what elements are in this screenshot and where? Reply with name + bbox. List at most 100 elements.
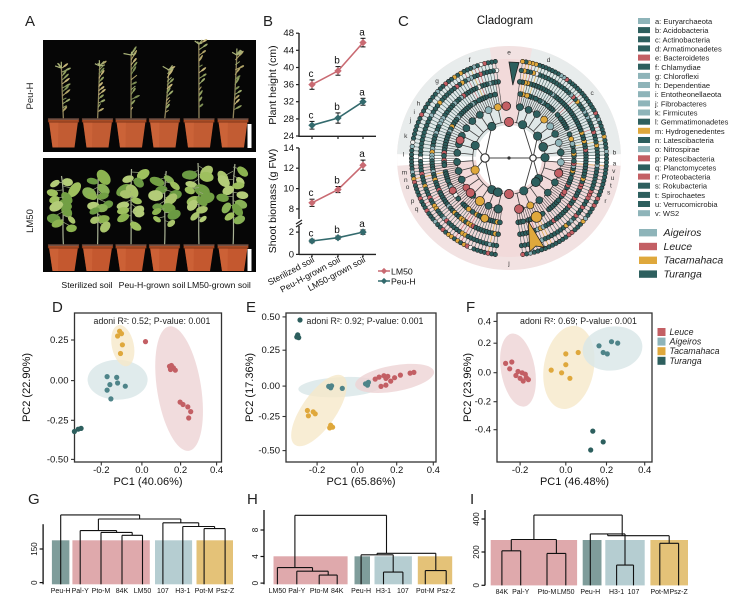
svg-text:LM50: LM50 — [557, 589, 575, 596]
svg-text:Pot-M: Pot-M — [650, 589, 669, 596]
svg-text:-0.50: -0.50 — [47, 454, 69, 465]
svg-text:u: u — [611, 175, 615, 182]
svg-text:0.00: 0.00 — [262, 381, 281, 392]
svg-text:0.2: 0.2 — [390, 465, 403, 476]
svg-text:c: Actinobacteria: c: Actinobacteria — [655, 35, 711, 44]
svg-text:84K: 84K — [496, 589, 509, 596]
svg-text:-0.2: -0.2 — [93, 465, 109, 476]
svg-text:H3-1: H3-1 — [376, 588, 391, 595]
svg-text:a: a — [359, 87, 365, 98]
svg-text:d: Armatimonadetes: d: Armatimonadetes — [655, 44, 722, 53]
svg-text:Aigeiros: Aigeiros — [669, 337, 702, 347]
svg-text:a: Euryarchaeota: a: Euryarchaeota — [655, 17, 713, 26]
svg-text:Pto-M: Pto-M — [92, 588, 111, 595]
svg-text:h: h — [417, 101, 421, 108]
svg-text:Tacamahaca: Tacamahaca — [664, 255, 724, 267]
svg-text:0.0: 0.0 — [135, 465, 148, 476]
svg-text:b: Acidobacteria: b: Acidobacteria — [655, 26, 709, 35]
svg-text:b: b — [334, 56, 340, 67]
svg-text:Peu-H: Peu-H — [580, 589, 600, 596]
svg-text:Peu-H: Peu-H — [351, 588, 371, 595]
svg-text:F: F — [466, 299, 475, 316]
svg-text:84K: 84K — [116, 588, 129, 595]
svg-text:PC1 (40.06%): PC1 (40.06%) — [113, 476, 182, 488]
svg-text:0: 0 — [30, 580, 39, 585]
svg-text:b: b — [613, 150, 617, 157]
svg-text:32: 32 — [283, 97, 294, 108]
svg-text:Psz-Z: Psz-Z — [669, 589, 688, 596]
svg-text:LM50: LM50 — [269, 588, 287, 595]
svg-text:Sterilized soil: Sterilized soil — [61, 280, 112, 290]
svg-text:s: s — [607, 189, 611, 196]
svg-text:Leuce: Leuce — [664, 241, 693, 253]
svg-text:j: j — [409, 117, 411, 124]
svg-text:LM50-grown soil: LM50-grown soil — [187, 280, 251, 290]
svg-text:107: 107 — [628, 589, 640, 596]
svg-text:Aigeiros: Aigeiros — [663, 227, 703, 239]
svg-text:8: 8 — [251, 527, 260, 532]
svg-text:c: c — [309, 69, 314, 80]
svg-text:PC2 (23.96%): PC2 (23.96%) — [462, 353, 474, 422]
svg-text:Psz-Z: Psz-Z — [216, 588, 235, 595]
svg-text:0.0: 0.0 — [559, 465, 572, 476]
svg-text:84K: 84K — [331, 588, 344, 595]
svg-text:0: 0 — [289, 249, 294, 260]
svg-text:-0.2: -0.2 — [512, 465, 528, 476]
svg-text:107: 107 — [397, 588, 409, 595]
svg-text:40: 40 — [283, 63, 294, 74]
svg-text:10: 10 — [283, 184, 294, 195]
svg-text:c: c — [309, 188, 314, 199]
svg-text:12: 12 — [283, 163, 294, 174]
svg-text:Cladogram: Cladogram — [477, 15, 533, 27]
svg-text:LM50: LM50 — [134, 588, 152, 595]
svg-text:p: p — [411, 198, 415, 205]
svg-text:h: Dependentiae: h: Dependentiae — [655, 81, 710, 90]
svg-text:-0.50: -0.50 — [258, 446, 280, 457]
svg-text:I: I — [470, 491, 474, 508]
svg-text:8: 8 — [289, 204, 294, 215]
svg-text:G: G — [28, 491, 40, 508]
svg-text:a: a — [359, 219, 365, 230]
svg-text:d: d — [547, 57, 551, 64]
svg-text:44: 44 — [283, 45, 294, 56]
svg-text:u: Verrucomicrobia: u: Verrucomicrobia — [655, 200, 718, 209]
svg-text:E: E — [246, 299, 256, 316]
svg-text:c: c — [590, 90, 594, 97]
svg-text:Pto-M: Pto-M — [538, 589, 557, 596]
svg-text:0.00: 0.00 — [50, 376, 69, 387]
svg-text:24: 24 — [283, 131, 294, 142]
svg-text:-0.4: -0.4 — [475, 425, 491, 436]
svg-text:g: g — [435, 78, 439, 85]
svg-text:a: a — [613, 161, 617, 168]
svg-text:0.2: 0.2 — [600, 465, 613, 476]
svg-text:a: a — [359, 149, 365, 160]
svg-text:0.4: 0.4 — [638, 465, 651, 476]
svg-text:Shoot biomass (g FW): Shoot biomass (g FW) — [267, 149, 279, 253]
svg-text:o: Nitrospirae: o: Nitrospirae — [655, 145, 700, 154]
svg-text:r: r — [604, 198, 607, 205]
svg-text:0.0: 0.0 — [351, 465, 364, 476]
svg-text:-0.2: -0.2 — [475, 397, 491, 408]
svg-text:Peu-H-grown soil: Peu-H-grown soil — [119, 280, 186, 290]
svg-text:e: e — [507, 50, 511, 57]
svg-text:Pto-M: Pto-M — [310, 588, 329, 595]
svg-text:Leuce: Leuce — [670, 327, 694, 337]
svg-text:Peu-H: Peu-H — [51, 588, 71, 595]
svg-text:B: B — [263, 13, 273, 30]
svg-text:Peu-H: Peu-H — [25, 82, 36, 109]
svg-text:q: Planctomycetes: q: Planctomycetes — [655, 163, 717, 172]
svg-text:0.50: 0.50 — [262, 312, 281, 323]
svg-text:f: f — [469, 57, 471, 64]
svg-text:36: 36 — [283, 80, 294, 91]
svg-text:a: a — [359, 27, 365, 38]
svg-text:14: 14 — [283, 143, 294, 154]
svg-text:LM50: LM50 — [25, 209, 36, 233]
svg-text:j: j — [507, 261, 509, 268]
svg-text:n: n — [404, 177, 408, 184]
svg-text:PC2 (17.36%): PC2 (17.36%) — [244, 353, 256, 422]
svg-text:Pal-Y: Pal-Y — [72, 588, 89, 595]
svg-text:t: t — [610, 182, 612, 189]
svg-text:s: Rokubacteria: s: Rokubacteria — [655, 182, 708, 191]
svg-text:q: q — [415, 206, 419, 213]
svg-text:f: Chlamydiae: f: Chlamydiae — [655, 63, 701, 72]
